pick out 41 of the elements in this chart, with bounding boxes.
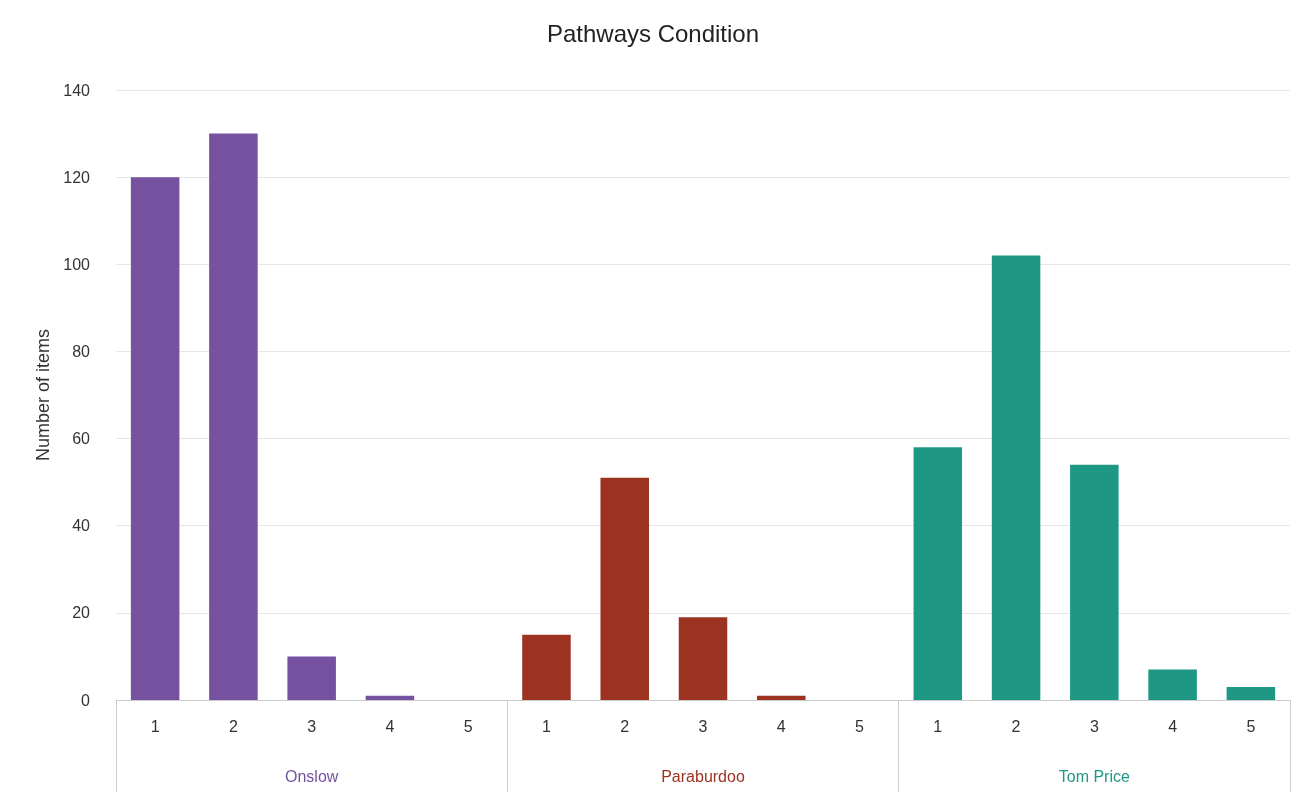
y-axis-title: Number of items — [33, 328, 54, 462]
x-tick-label: 4 — [1168, 717, 1178, 735]
bar — [757, 695, 806, 700]
y-tick-label: 100 — [63, 255, 91, 273]
bar — [1070, 464, 1119, 700]
x-tick-label: 3 — [1089, 717, 1099, 735]
bar — [1226, 686, 1276, 700]
x-tick-label: 1 — [933, 717, 943, 735]
bar — [991, 255, 1041, 700]
x-tick-label: 5 — [1246, 717, 1256, 735]
chart-title: Pathways Condition — [546, 19, 760, 47]
bar — [130, 177, 180, 700]
y-tick-label: 120 — [63, 168, 91, 186]
x-tick-label: 5 — [855, 717, 865, 735]
x-tick-label: 1 — [542, 717, 552, 735]
x-tick-label: 2 — [228, 717, 238, 735]
y-tick-label: 80 — [72, 342, 91, 360]
text: Tom Price — [1058, 767, 1130, 785]
x-tick-label: 2 — [1011, 717, 1021, 735]
x-tick-label: 3 — [307, 717, 317, 735]
y-tick-label: 20 — [72, 604, 91, 622]
x-tick-label: 3 — [698, 717, 708, 735]
bar — [365, 695, 415, 700]
x-tick-label: 4 — [385, 717, 395, 735]
y-tick-label: 40 — [72, 517, 91, 535]
bar — [522, 634, 571, 700]
bar — [600, 477, 649, 700]
text: Onslow — [284, 767, 339, 785]
text: Paraburdoo — [661, 767, 745, 785]
x-tick-label: 4 — [776, 717, 786, 735]
bar — [1148, 669, 1197, 700]
y-tick-label: 60 — [72, 430, 91, 448]
x-tick-label: 2 — [620, 717, 630, 735]
y-tick-label: 0 — [81, 691, 91, 709]
x-tick-label: 5 — [463, 717, 473, 735]
bar — [913, 447, 963, 700]
bar — [678, 617, 728, 700]
y-tick-label: 140 — [63, 81, 91, 99]
x-tick-label: 1 — [150, 717, 160, 735]
bar — [287, 656, 336, 700]
bar — [209, 133, 258, 700]
